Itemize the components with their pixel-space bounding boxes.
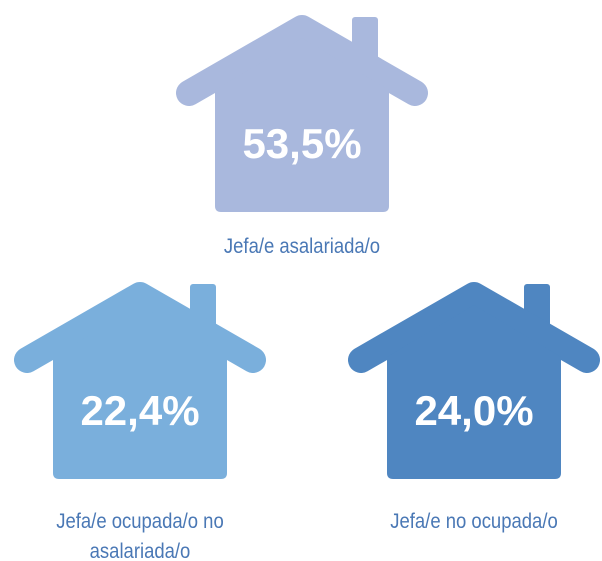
category-label: Jefa/e ocupada/o no asalariada/o xyxy=(56,510,224,561)
house xyxy=(348,282,600,479)
value-label: 53,5% xyxy=(242,120,361,167)
value-label: 22,4% xyxy=(80,387,199,434)
house-body xyxy=(215,38,389,212)
category-label: Jefa/e no ocupada/o xyxy=(390,510,558,533)
house-roof xyxy=(14,282,266,373)
house xyxy=(176,15,428,212)
house-roof xyxy=(176,15,428,106)
value-label: 24,0% xyxy=(414,387,533,434)
category-label: Jefa/e asalariada/o xyxy=(223,235,381,258)
house xyxy=(14,282,266,479)
house-roof xyxy=(348,282,600,373)
house-body xyxy=(387,305,561,479)
house-body xyxy=(53,305,227,479)
